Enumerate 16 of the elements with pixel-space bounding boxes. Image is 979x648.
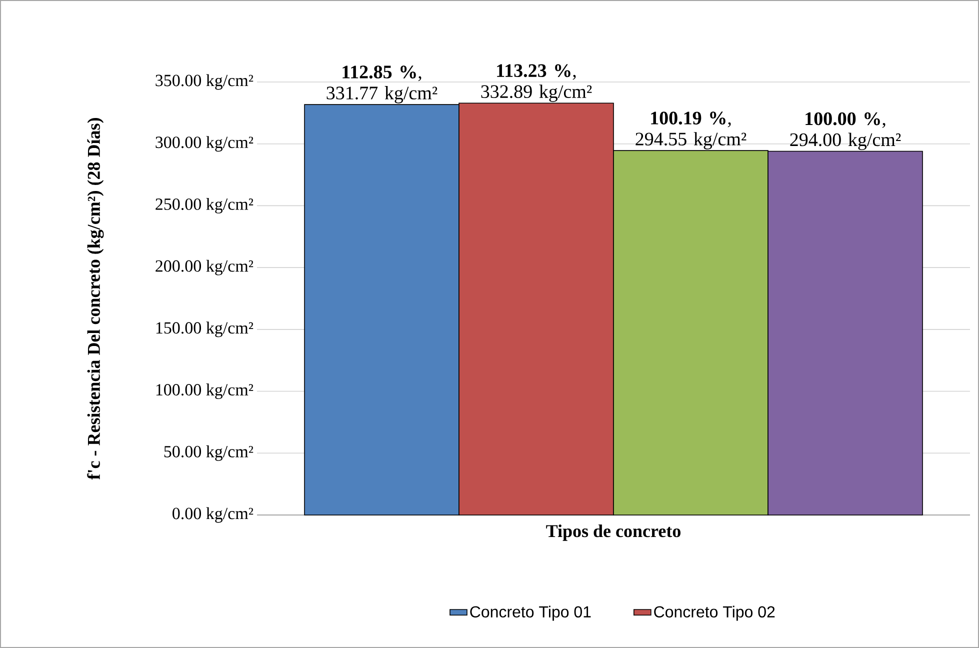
y-tick-label: 100.00 kg/cm² [156, 384, 254, 400]
y-tick-label: 250.00 kg/cm² [156, 198, 254, 214]
legend-label: Concreto Tipo 02 [654, 606, 775, 621]
legend-label: Concreto Tipo 01 [470, 606, 591, 621]
data-label: 100.00 %, 294.00 kg/cm² [790, 112, 901, 150]
y-tick-label: 200.00 kg/cm² [156, 260, 254, 276]
y-tick-label: 150.00 kg/cm² [156, 322, 254, 338]
y-tick-label: 50.00 kg/cm² [164, 445, 254, 461]
data-label: 112.85 %, 331.77 kg/cm² [326, 66, 438, 104]
x-axis-title: Tipos de concreto [546, 524, 680, 541]
y-tick-label: 0.00 kg/cm² [172, 507, 254, 523]
data-label: 100.19 %, 294.55 kg/cm² [636, 112, 746, 150]
y-axis-title: f'c - Resistencia Del concreto (kg/cm²) (28 Días) [87, 118, 104, 480]
y-tick-label: 350.00 kg/cm² [156, 74, 254, 90]
data-label: 113.23 %, 332.89 kg/cm² [481, 64, 592, 102]
y-tick-label: 300.00 kg/cm² [156, 136, 254, 152]
